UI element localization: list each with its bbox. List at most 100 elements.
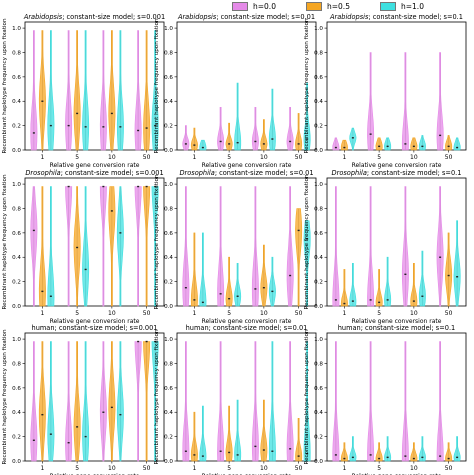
- violin-body: [384, 137, 392, 151]
- violin-body: [134, 341, 142, 462]
- y-tick-label: 0.6: [12, 386, 21, 392]
- y-tick-label: 0.8: [12, 206, 21, 212]
- subplot-title-text: ; constant-size model; s=0.001: [62, 13, 165, 21]
- y-tick-label: 0.0: [164, 459, 173, 465]
- subplot-title: Drosophila; constant-size model; s=0.1: [332, 169, 462, 177]
- violin-body: [453, 436, 461, 462]
- subplot-title-species: Drosophila: [179, 169, 214, 177]
- legend-swatch-h0: [232, 2, 248, 11]
- y-tick-label: 1.0: [314, 337, 323, 343]
- violin-body: [190, 411, 198, 462]
- subplot-title-text: human; constant-size model; s=0.1: [338, 324, 456, 332]
- violin-median: [67, 124, 70, 127]
- violin-median: [351, 137, 354, 139]
- x-tick-label: 50: [445, 465, 453, 472]
- y-tick-label: 0.2: [164, 124, 173, 130]
- y-axis-label: Recombinant haplotype frequency upon fix…: [304, 329, 310, 464]
- violin-median: [219, 293, 222, 295]
- violin-median: [110, 112, 113, 115]
- subplot-title-text: human; constant-size model; s=0.01: [186, 324, 308, 332]
- y-tick-label: 0.2: [314, 280, 323, 286]
- violin-body: [65, 186, 73, 307]
- x-tick-label: 1: [40, 465, 44, 472]
- y-tick-label: 0.2: [164, 280, 173, 286]
- y-tick-label: 1.0: [314, 26, 323, 32]
- x-axis-label: Relative gene conversion rate: [202, 162, 292, 169]
- violin-body: [401, 186, 409, 307]
- axes-frame: [326, 177, 467, 307]
- violin-body: [182, 341, 190, 462]
- violin-median: [254, 288, 257, 290]
- subplot-title-text: ; constant-size model; s=0.01: [216, 13, 315, 21]
- x-tick-label: 1: [342, 310, 346, 317]
- violin-body: [225, 405, 233, 462]
- violin-body: [108, 186, 116, 307]
- y-tick-label: 0.4: [12, 410, 21, 416]
- violin-median: [67, 185, 70, 188]
- violin-body: [303, 82, 311, 151]
- subplot-title-text: ; constant-size model; s=0.1: [368, 13, 463, 21]
- violin-median: [145, 185, 148, 188]
- violin-body: [260, 399, 268, 462]
- violin-median: [84, 268, 87, 271]
- violin-median: [41, 290, 44, 293]
- violin-median: [41, 100, 44, 102]
- violin-median: [386, 145, 389, 148]
- x-tick-label: 5: [377, 154, 381, 161]
- violin-body: [217, 341, 225, 462]
- violin-median: [254, 140, 257, 143]
- violin-median: [110, 210, 113, 212]
- x-tick-label: 10: [108, 465, 116, 472]
- subplot-title-species: Arabidopsis: [23, 13, 63, 21]
- violin-median: [76, 246, 79, 249]
- violin-median: [154, 340, 157, 343]
- violin-body: [108, 30, 116, 151]
- violin-median: [297, 143, 300, 145]
- x-axis-label: Relative gene conversion rate: [352, 162, 442, 169]
- subplot-8: human; constant-size model; s=0.01 0.0 0.2…: [154, 324, 317, 475]
- axes-frame: [176, 332, 317, 462]
- subplot-title-text: human; constant-size model; s=0.001: [32, 324, 158, 332]
- y-tick-label: 0.8: [164, 206, 173, 212]
- y-tick-label: 1.0: [12, 26, 21, 32]
- violin-median: [351, 456, 354, 459]
- violin-body: [384, 436, 392, 462]
- violin-body: [436, 52, 444, 151]
- violin-body: [182, 186, 190, 307]
- violin-body: [217, 186, 225, 307]
- violin-body: [268, 341, 276, 462]
- violin-median: [102, 126, 105, 128]
- y-tick-label: 1.0: [12, 337, 21, 343]
- violin-median: [32, 229, 35, 232]
- violin-body: [99, 341, 107, 462]
- violin-body: [295, 113, 303, 151]
- y-tick-label: 0.2: [12, 124, 21, 130]
- y-tick-label: 0.0: [314, 148, 323, 154]
- x-tick-label: 1: [192, 465, 196, 472]
- x-tick-label: 5: [227, 154, 231, 161]
- violin-median: [421, 295, 424, 297]
- violin-body: [30, 341, 38, 462]
- x-axis-label: Relative gene conversion rate: [352, 318, 442, 325]
- subplot-title: human; constant-size model; s=0.1: [338, 324, 456, 332]
- x-axis-label: Relative gene conversion rate: [202, 473, 292, 475]
- subplot-4: Drosophila; constant-size model; s=0.001…: [2, 169, 165, 325]
- violin-body: [349, 127, 357, 151]
- x-tick-label: 50: [295, 310, 303, 317]
- y-axis-label: Recombinant haplotype frequency upon fix…: [304, 174, 310, 309]
- y-tick-label: 1.0: [12, 182, 21, 188]
- violin-median: [369, 133, 372, 135]
- y-tick-label: 1.0: [164, 26, 173, 32]
- violin-median: [289, 274, 292, 277]
- y-axis-label: Recombinant haplotype frequency upon fix…: [154, 174, 160, 309]
- violin-body: [286, 186, 294, 307]
- violin-median: [219, 450, 222, 452]
- x-axis-label: Relative gene conversion rate: [202, 318, 292, 325]
- y-tick-label: 0.4: [314, 255, 323, 261]
- violin-median: [154, 185, 157, 188]
- violin-median: [456, 146, 459, 149]
- violin-median: [201, 301, 204, 304]
- violin-median: [351, 300, 354, 302]
- violin-median: [102, 185, 105, 188]
- axes-frame: [176, 177, 317, 307]
